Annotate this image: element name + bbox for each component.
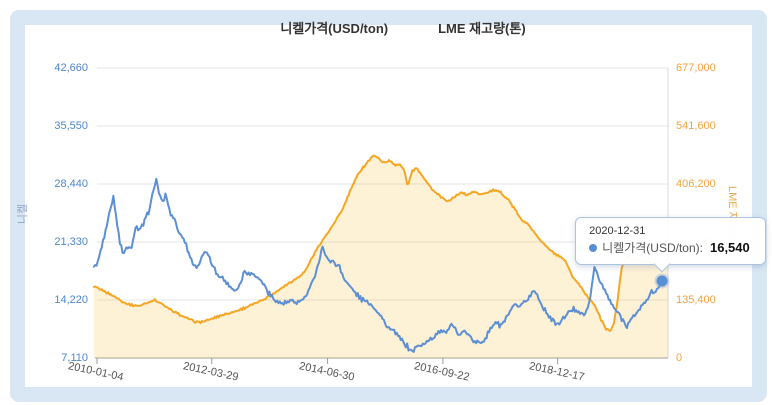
tooltip-series-row: 니켈가격(USD/ton): 16,540	[589, 239, 765, 256]
legend-item-nickel-price[interactable]: 니켈가격(USD/ton)	[251, 18, 388, 37]
y-left-tick-label: 42,660	[54, 61, 88, 74]
legend: 니켈가격(USD/ton) LME 재고량(톤)	[25, 18, 752, 37]
y-left-tick-label: 28,440	[54, 177, 88, 190]
y-left-tick-label: 21,330	[54, 235, 88, 248]
y-left-tick-label: 35,550	[54, 119, 88, 132]
hover-point-marker[interactable]	[656, 275, 668, 287]
series-bullet-icon	[589, 243, 598, 252]
legend-label-nickel: 니켈가격(USD/ton)	[280, 21, 389, 36]
legend-item-lme-stock[interactable]: LME 재고량(톤)	[418, 18, 526, 37]
y-right-tick-label: 541,600	[676, 119, 716, 132]
y-right-tick-label: 135,400	[676, 293, 716, 306]
y-left-tick-label: 14,220	[54, 293, 88, 306]
legend-label-lme: LME 재고량(톤)	[438, 21, 526, 36]
y-right-tick-label: 0	[676, 351, 683, 364]
y-right-tick-label: 677,000	[676, 61, 716, 74]
y-axis-title-left: 니켈	[17, 203, 30, 225]
tooltip-value: 16,540	[709, 240, 750, 256]
y-left-tick-label: 7,110	[61, 351, 88, 364]
tooltip: 2020-12-31 니켈가격(USD/ton): 16,540	[575, 217, 767, 273]
tooltip-series-label: 니켈가격(USD/ton):	[602, 241, 703, 256]
tooltip-date: 2020-12-31	[589, 225, 646, 238]
y-right-tick-label: 406,200	[676, 177, 716, 190]
